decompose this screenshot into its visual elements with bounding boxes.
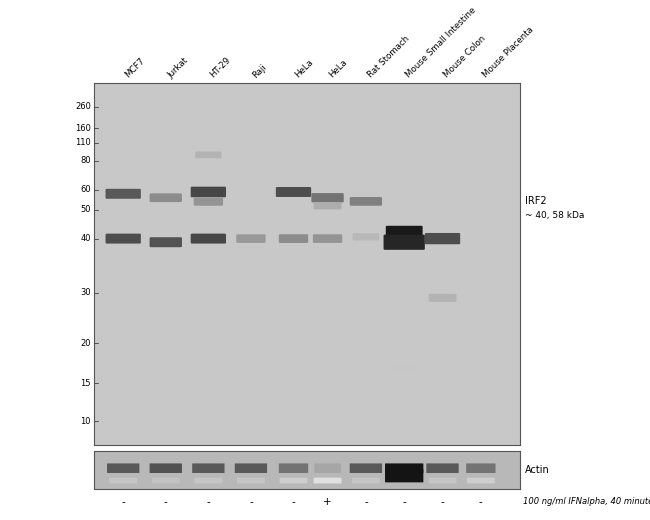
FancyBboxPatch shape xyxy=(280,478,307,484)
FancyBboxPatch shape xyxy=(194,198,223,206)
Text: Mouse Small Intestine: Mouse Small Intestine xyxy=(404,6,478,80)
Text: 15: 15 xyxy=(81,379,91,388)
Text: 80: 80 xyxy=(81,157,91,165)
Text: Raji: Raji xyxy=(251,62,268,80)
FancyBboxPatch shape xyxy=(350,463,382,473)
Text: 40: 40 xyxy=(81,234,91,243)
Text: -: - xyxy=(402,497,406,507)
FancyBboxPatch shape xyxy=(386,226,422,244)
Text: ~ 40, 58 kDa: ~ 40, 58 kDa xyxy=(525,211,584,219)
FancyBboxPatch shape xyxy=(426,463,459,473)
FancyBboxPatch shape xyxy=(311,193,344,202)
FancyBboxPatch shape xyxy=(190,187,226,197)
FancyBboxPatch shape xyxy=(353,233,379,240)
FancyBboxPatch shape xyxy=(385,463,423,473)
FancyBboxPatch shape xyxy=(190,233,226,243)
Text: 100 ng/ml IFNalpha, 40 minutes: 100 ng/ml IFNalpha, 40 minutes xyxy=(523,497,650,506)
FancyBboxPatch shape xyxy=(276,187,311,197)
Text: MCF7: MCF7 xyxy=(124,56,146,80)
FancyBboxPatch shape xyxy=(105,233,141,243)
Text: Mouse Colon: Mouse Colon xyxy=(443,34,488,80)
Text: -: - xyxy=(364,497,368,507)
Text: -: - xyxy=(441,497,445,507)
Text: HeLa: HeLa xyxy=(294,58,315,80)
Text: 160: 160 xyxy=(75,124,91,133)
FancyBboxPatch shape xyxy=(384,235,425,250)
Text: 30: 30 xyxy=(81,288,91,297)
FancyBboxPatch shape xyxy=(279,235,308,243)
FancyBboxPatch shape xyxy=(467,478,495,484)
Text: 20: 20 xyxy=(81,339,91,348)
FancyBboxPatch shape xyxy=(107,463,139,473)
Text: -: - xyxy=(207,497,210,507)
FancyBboxPatch shape xyxy=(428,478,456,484)
Text: 260: 260 xyxy=(75,102,91,111)
Text: -: - xyxy=(122,497,125,507)
Text: 60: 60 xyxy=(81,185,91,194)
Text: 50: 50 xyxy=(81,205,91,214)
Text: -: - xyxy=(479,497,483,507)
FancyBboxPatch shape xyxy=(313,202,341,210)
Text: IRF2: IRF2 xyxy=(525,196,547,206)
FancyBboxPatch shape xyxy=(315,463,341,473)
FancyBboxPatch shape xyxy=(150,237,182,247)
Text: Actin: Actin xyxy=(525,465,550,475)
FancyBboxPatch shape xyxy=(352,478,380,484)
FancyBboxPatch shape xyxy=(192,463,224,473)
Text: HT-29: HT-29 xyxy=(209,56,233,80)
Text: -: - xyxy=(292,497,295,507)
FancyBboxPatch shape xyxy=(466,463,495,473)
Text: +: + xyxy=(323,497,332,507)
FancyBboxPatch shape xyxy=(279,463,308,473)
Text: -: - xyxy=(164,497,168,507)
FancyBboxPatch shape xyxy=(194,478,222,484)
FancyBboxPatch shape xyxy=(235,463,267,473)
FancyBboxPatch shape xyxy=(237,478,265,484)
FancyBboxPatch shape xyxy=(195,151,222,158)
FancyBboxPatch shape xyxy=(428,294,456,302)
FancyBboxPatch shape xyxy=(425,233,460,244)
Text: 10: 10 xyxy=(81,417,91,425)
Text: Mouse Placenta: Mouse Placenta xyxy=(481,25,535,80)
FancyBboxPatch shape xyxy=(394,364,415,371)
FancyBboxPatch shape xyxy=(150,193,182,202)
Text: 110: 110 xyxy=(75,138,91,147)
FancyBboxPatch shape xyxy=(385,469,423,483)
FancyBboxPatch shape xyxy=(313,478,341,484)
FancyBboxPatch shape xyxy=(152,478,179,484)
Text: Rat Stomach: Rat Stomach xyxy=(366,34,411,80)
Text: Jurkat: Jurkat xyxy=(166,56,190,80)
FancyBboxPatch shape xyxy=(236,235,266,243)
FancyBboxPatch shape xyxy=(109,478,137,484)
FancyBboxPatch shape xyxy=(105,189,141,199)
FancyBboxPatch shape xyxy=(150,463,182,473)
Text: HeLa: HeLa xyxy=(328,58,350,80)
Text: -: - xyxy=(249,497,253,507)
FancyBboxPatch shape xyxy=(313,235,343,243)
FancyBboxPatch shape xyxy=(350,197,382,206)
